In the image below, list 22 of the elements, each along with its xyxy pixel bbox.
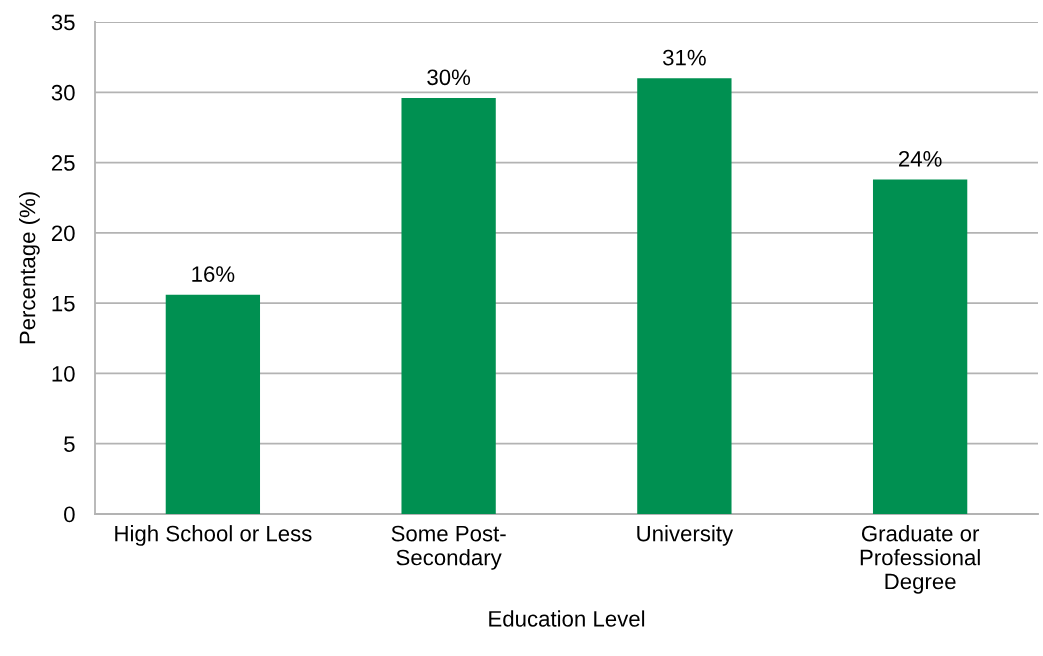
x-tick-label: High School or Less (115, 525, 312, 546)
y-tick-label: 10 (52, 365, 75, 382)
data-label: 31% (662, 49, 706, 66)
y-tick-label: 5 (64, 436, 75, 452)
x-axis-title: Education Level (489, 610, 645, 627)
y-tick-label: 15 (52, 295, 75, 312)
y-axis-title: Percentage (%) (19, 192, 40, 344)
y-tick-label: 35 (51, 14, 75, 31)
data-label: 30% (427, 69, 471, 86)
y-tick-label: 25 (51, 155, 75, 171)
bar (637, 78, 732, 514)
y-tick-label: 30 (51, 84, 75, 101)
x-tick-label: Some Post- Secondary (391, 525, 506, 570)
bar (872, 179, 968, 514)
data-label: 24% (899, 150, 942, 167)
y-tick-label: 20 (51, 225, 75, 242)
y-tick-label: 0 (64, 506, 75, 523)
bar (165, 294, 261, 514)
x-tick-label: Graduate or Professional Degree (860, 525, 980, 594)
x-tick-label: University (637, 525, 734, 546)
data-label: 16% (192, 266, 235, 282)
bar (401, 97, 496, 514)
